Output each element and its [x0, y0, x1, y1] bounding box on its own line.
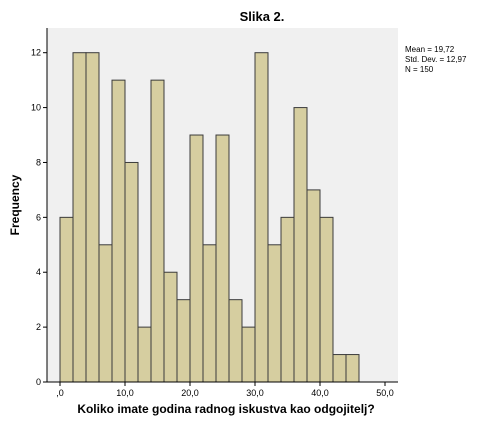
y-tick-label: 0	[36, 377, 41, 387]
histogram-bar	[202, 244, 217, 383]
histogram-bar	[85, 52, 100, 383]
histogram-bar	[306, 189, 321, 383]
x-tick-label: 40,0	[311, 388, 329, 398]
histogram-bar	[163, 271, 178, 383]
histogram-bar	[124, 161, 139, 383]
x-tick-label: 50,0	[376, 388, 394, 398]
stats-n: N = 150	[405, 65, 434, 74]
y-tick-label: 4	[36, 267, 41, 277]
x-tick-label: 30,0	[246, 388, 264, 398]
y-tick-label: 6	[36, 212, 41, 222]
x-tick-label: 20,0	[181, 388, 199, 398]
histogram-bar	[111, 79, 126, 383]
histogram-bar	[254, 52, 269, 383]
chart-title: Slika 2.	[240, 9, 285, 24]
stats-std-dev: Std. Dev. = 12,97	[405, 55, 467, 64]
histogram-bar	[267, 244, 282, 383]
histogram-bar	[332, 354, 347, 383]
histogram-bar	[293, 107, 308, 383]
y-tick-label: 12	[31, 48, 41, 58]
histogram-bar	[150, 79, 165, 383]
y-tick-label: 10	[31, 103, 41, 113]
histogram-bar	[189, 134, 204, 383]
histogram-bar	[72, 52, 87, 383]
x-tick-label: 10,0	[116, 388, 134, 398]
y-tick-label: 2	[36, 322, 41, 332]
y-tick-label: 8	[36, 157, 41, 167]
x-ticks-group: ,0 10,0 20,0 30,0 40,0 50,0	[56, 382, 394, 398]
y-axis-label: Frequency	[8, 174, 22, 235]
histogram-bar	[228, 299, 243, 383]
histogram-bar	[176, 299, 191, 383]
x-axis-label: Koliko imate godina radnog iskustva kao …	[77, 402, 374, 416]
histogram-bar	[137, 326, 152, 383]
histogram-bar	[215, 134, 230, 383]
x-tick-label: ,0	[56, 388, 64, 398]
bars-group	[59, 52, 360, 383]
y-ticks-group: 0 2 4 6 8 10 12	[31, 48, 47, 387]
histogram-bar	[241, 326, 256, 383]
histogram-bar	[345, 354, 360, 383]
stats-mean: Mean = 19,72	[405, 45, 455, 54]
histogram-bar	[280, 216, 295, 383]
histogram-bar	[59, 216, 74, 383]
histogram-bar	[98, 244, 113, 383]
histogram-bar	[319, 216, 334, 383]
